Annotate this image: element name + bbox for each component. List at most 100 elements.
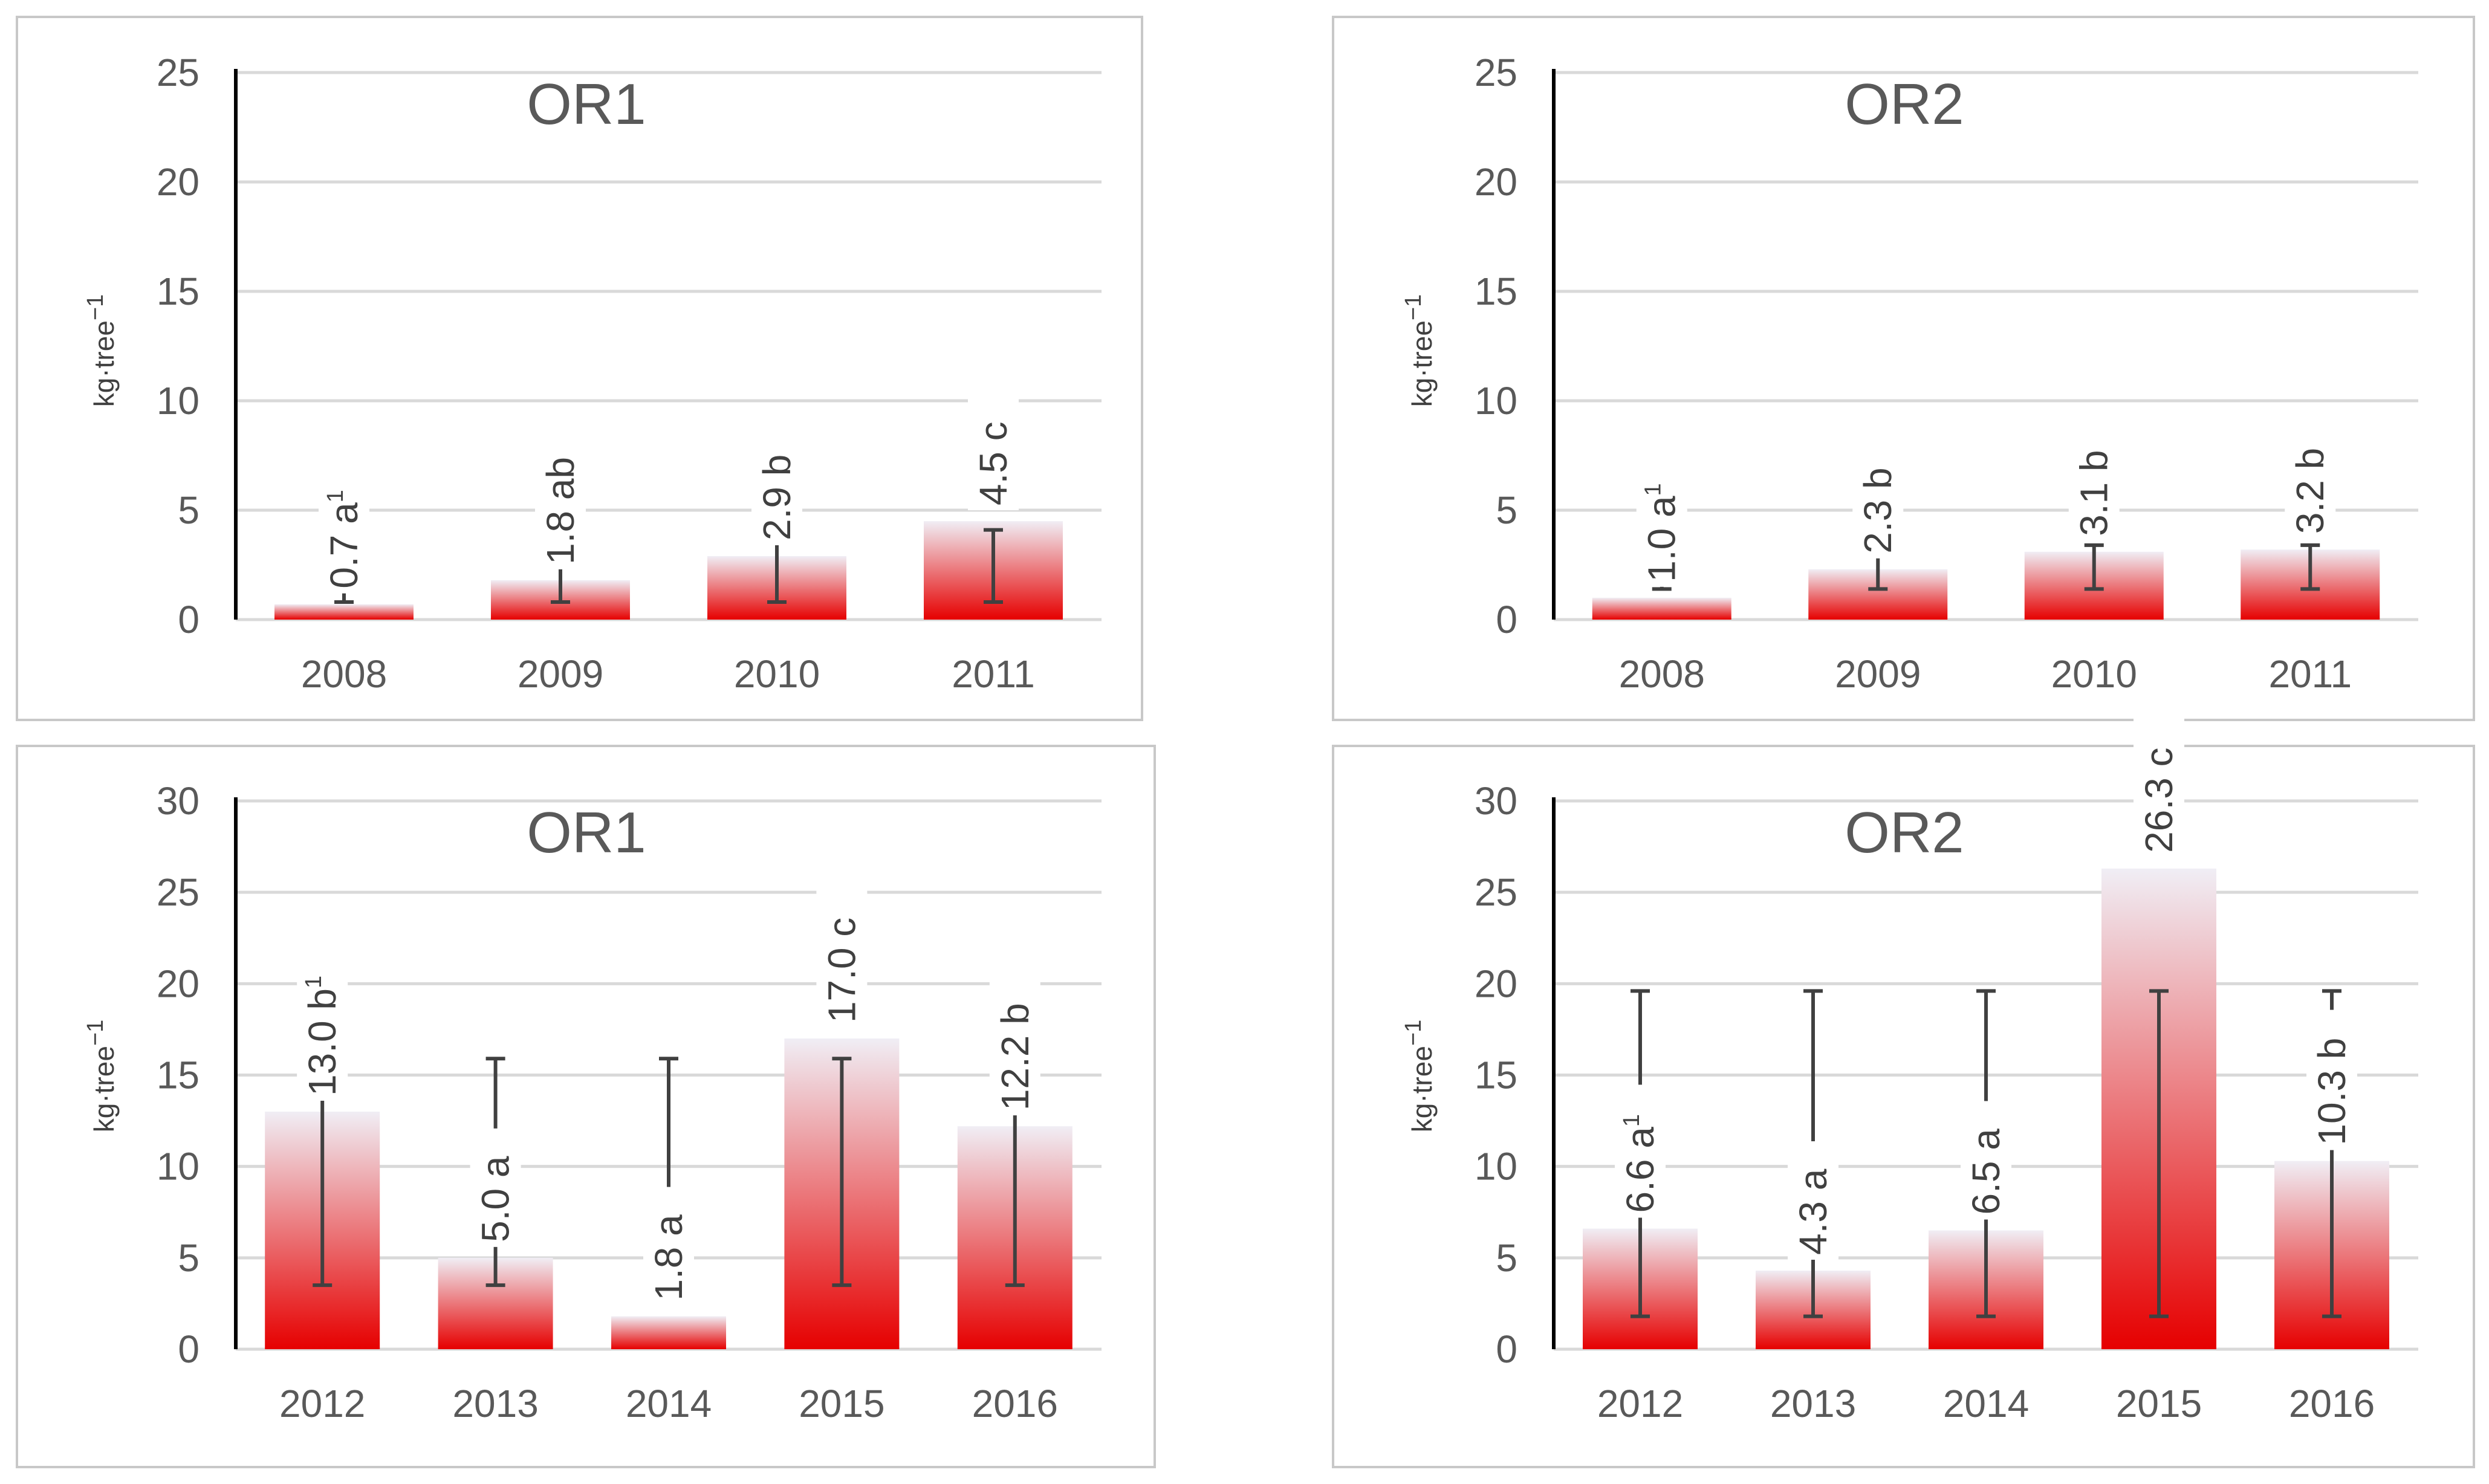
x-tick-label: 2013 (452, 1382, 538, 1425)
x-tick-label: 2008 (301, 652, 387, 696)
data-label-background (1961, 1101, 2011, 1220)
data-label-2015: 17.0 c (820, 918, 863, 1023)
data-label-2011: 3.2 b (2288, 448, 2332, 534)
data-label-2011: 4.5 c (972, 421, 1015, 505)
x-tick-label: 2012 (1597, 1382, 1683, 1425)
y-tick-label: 0 (1496, 1327, 1517, 1371)
chart-panel-2: 0 5 10 15 20 25 kg·tree−1 OR2 1.0 a1 2008 2.3 b 200… (1332, 16, 2475, 721)
data-label-text: 1.8 a (647, 1214, 690, 1301)
data-label-background (319, 460, 369, 594)
y-tick-label: 15 (1475, 270, 1517, 313)
data-label-text: 17.0 c (820, 918, 863, 1023)
data-label-background (751, 427, 802, 546)
x-tick-label: 2010 (2051, 652, 2137, 696)
data-label-text: 0.7 a (322, 502, 366, 589)
y-axis-title: kg·tree−1 (1401, 1020, 1438, 1133)
data-label-background (2134, 717, 2184, 858)
data-label-2009: 1.8 ab (539, 457, 582, 565)
x-tick-label: 2014 (626, 1382, 712, 1425)
y-tick-label: 15 (157, 1054, 200, 1097)
data-label-text: 2.3 b (1856, 467, 1900, 553)
data-label-text: 3.1 b (2072, 450, 2116, 536)
data-label-2016: 12.2 b (993, 1003, 1037, 1110)
bar-2008 (1592, 597, 1731, 620)
data-label-text: 4.5 c (972, 421, 1015, 505)
y-tick-label: 25 (157, 51, 200, 94)
data-label-superscript: 1 (1619, 1114, 1644, 1127)
chart-panel-4: 0 5 10 15 20 25 30 kg·tree−1 OR2 6.6 a1 2012 4.3 a 2… (1332, 717, 2475, 1468)
data-label-2009: 2.3 b (1856, 467, 1900, 553)
y-axis-title-superscript: −1 (83, 1020, 108, 1046)
data-label-2008: 0.7 a1 (322, 490, 366, 588)
data-label-text: 6.6 a (1618, 1127, 1662, 1213)
y-tick-label: 15 (1475, 1054, 1517, 1097)
data-label-background (297, 945, 348, 1101)
y-tick-label: 5 (1496, 1236, 1517, 1280)
y-tick-label: 25 (157, 870, 200, 914)
y-axis-title-superscript: −1 (83, 294, 108, 320)
data-label-text: 12.2 b (993, 1003, 1037, 1110)
data-label-2014: 1.8 a (647, 1214, 690, 1301)
data-label-background (1615, 1084, 1666, 1218)
y-axis-title: kg·tree−1 (83, 294, 120, 407)
bar-2014 (611, 1316, 726, 1349)
x-tick-label: 2015 (799, 1382, 884, 1425)
x-tick-label: 2015 (2116, 1382, 2202, 1425)
y-tick-label: 10 (1475, 1145, 1517, 1188)
data-label-text: 1.8 ab (539, 457, 582, 565)
y-axis-title: kg·tree−1 (83, 1020, 120, 1133)
y-tick-label: 20 (157, 962, 200, 1005)
data-label-text: 3.2 b (2288, 448, 2332, 534)
data-label-2016: 10.3 b (2310, 1038, 2354, 1145)
data-label-text: 26.3 c (2137, 748, 2181, 853)
y-tick-label: 20 (1475, 160, 1517, 204)
y-tick-label: 25 (1475, 51, 1517, 94)
data-label-text: 4.3 a (1791, 1168, 1835, 1255)
y-axis-title-text: kg·tree (88, 320, 120, 407)
data-label-2010: 3.1 b (2072, 450, 2116, 536)
y-tick-label: 10 (1475, 379, 1517, 423)
y-tick-label: 10 (157, 379, 200, 423)
x-tick-label: 2009 (1835, 652, 1921, 696)
y-tick-label: 0 (178, 1327, 200, 1371)
data-label-background (968, 392, 1019, 511)
data-label-superscript: 1 (301, 976, 326, 988)
y-axis-title-superscript: −1 (1401, 1020, 1426, 1046)
y-axis-title-superscript: −1 (1401, 294, 1426, 320)
y-tick-label: 20 (1475, 962, 1517, 1005)
data-label-2013: 5.0 a (474, 1156, 518, 1242)
data-label-background (1788, 1141, 1838, 1260)
x-tick-label: 2013 (1770, 1382, 1856, 1425)
y-tick-label: 15 (157, 270, 200, 313)
data-label-2014: 6.5 a (1964, 1129, 2008, 1215)
data-label-background (2306, 1009, 2357, 1150)
y-tick-label: 5 (178, 1236, 200, 1280)
y-tick-label: 5 (1496, 488, 1517, 532)
y-tick-label: 25 (1475, 870, 1517, 914)
x-tick-label: 2010 (734, 652, 820, 696)
panel-title: OR2 (1845, 800, 1964, 865)
chart-panel-1: 0 5 10 15 20 25 kg·tree−1 OR1 0.7 a1 2008 1.8 ab 20… (16, 16, 1143, 721)
x-tick-label: 2008 (1619, 652, 1705, 696)
data-label-2012: 6.6 a1 (1618, 1114, 1662, 1213)
data-label-text: 5.0 a (474, 1156, 518, 1242)
y-tick-label: 0 (178, 598, 200, 641)
data-label-background (1636, 453, 1687, 587)
bar-2008 (274, 604, 414, 620)
data-label-background (535, 429, 586, 569)
data-label-background (2068, 422, 2120, 541)
y-tick-label: 10 (157, 1145, 200, 1188)
y-axis-title: kg·tree−1 (1401, 294, 1438, 407)
x-tick-label: 2009 (518, 652, 603, 696)
panel-title: OR1 (527, 72, 646, 137)
data-label-2012: 13.0 b1 (300, 976, 344, 1096)
data-label-background (989, 975, 1040, 1116)
data-label-2013: 4.3 a (1791, 1168, 1835, 1255)
x-tick-label: 2016 (972, 1382, 1058, 1425)
x-tick-label: 2016 (2289, 1382, 2375, 1425)
data-label-text: 6.5 a (1964, 1129, 2008, 1215)
data-label-background (2285, 420, 2336, 539)
data-label-2008: 1.0 a1 (1640, 483, 1684, 582)
y-tick-label: 30 (157, 779, 200, 823)
